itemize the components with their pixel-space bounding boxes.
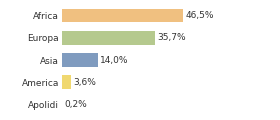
Text: 46,5%: 46,5% <box>185 11 214 20</box>
Bar <box>62 75 71 89</box>
Bar <box>62 31 155 45</box>
Text: 3,6%: 3,6% <box>73 78 96 87</box>
Text: 35,7%: 35,7% <box>157 33 186 42</box>
Text: 14,0%: 14,0% <box>100 55 129 65</box>
Bar <box>62 9 183 22</box>
Bar <box>62 53 98 67</box>
Text: 0,2%: 0,2% <box>64 100 87 109</box>
